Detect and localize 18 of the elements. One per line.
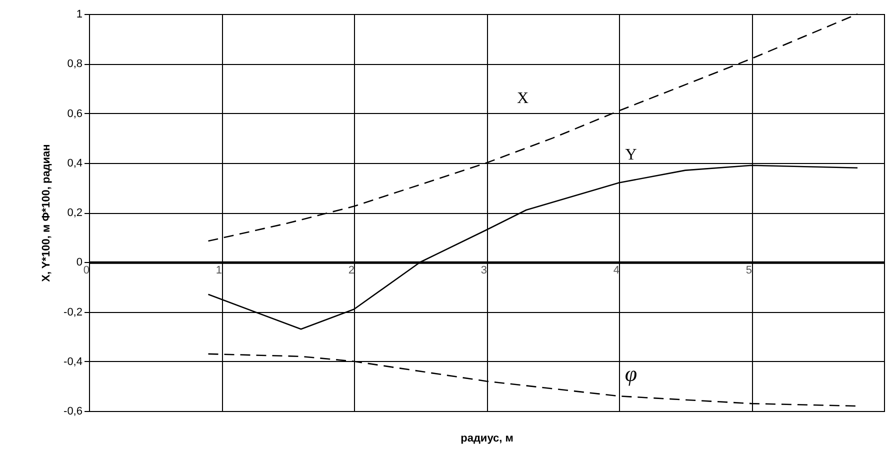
y-tick-label: 0,6 [67, 108, 82, 120]
y-tick-label: 0,8 [67, 58, 82, 70]
x-tick-label: 1 [216, 264, 222, 277]
y-tick-label: 0 [76, 256, 82, 269]
x-axis-title: радиус, м [460, 432, 514, 444]
text: X [516, 90, 529, 108]
y-tick-label: 0,2 [67, 207, 82, 219]
y-tick-label: 0,4 [67, 157, 82, 170]
series-label: φ [624, 361, 638, 386]
y-tick-label: -0,4 [64, 356, 82, 368]
x-tick-label: 2 [348, 264, 354, 277]
series-label: Y [625, 146, 638, 164]
y-tick-label: -0,6 [64, 406, 82, 418]
y-axis-title: X, Y*100, м Φ*100, радиан [40, 144, 53, 282]
x-tick-label: 3 [480, 264, 487, 277]
y-tick-label: 1 [76, 8, 82, 20]
y-tick-label: -0,2 [64, 306, 82, 318]
x-tick-label: 5 [746, 264, 752, 277]
